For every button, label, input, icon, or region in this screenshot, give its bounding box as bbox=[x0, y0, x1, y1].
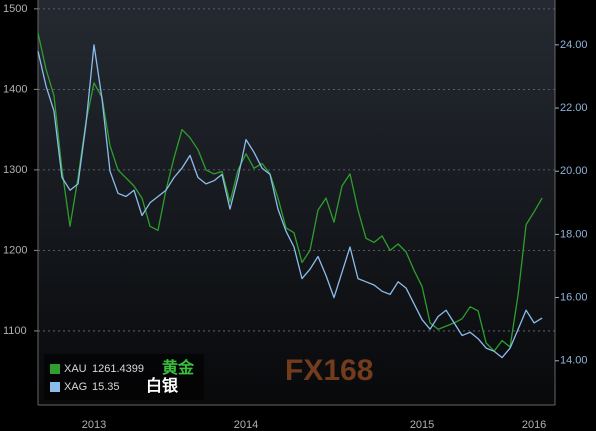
legend-swatch bbox=[50, 382, 60, 392]
grid bbox=[34, 8, 559, 362]
y-tick-label: 1400 bbox=[3, 83, 27, 95]
y2-tick-label: 22.00 bbox=[560, 102, 588, 114]
legend-alias: 黄金 bbox=[162, 358, 195, 377]
x-tick-label: 2015 bbox=[410, 419, 434, 431]
legend-name: XAU bbox=[64, 363, 87, 375]
x-tick-label: 2016 bbox=[522, 419, 546, 431]
y2-tick-label: 20.00 bbox=[560, 165, 588, 177]
y-tick-label: 1200 bbox=[3, 244, 27, 256]
labels: 1100 1200 1300 1400 1500 14.00 16.00 18.00 20.00… bbox=[3, 3, 588, 431]
legend-last-value: 1261.4399 bbox=[92, 363, 144, 375]
lines bbox=[37, 32, 543, 359]
x-tick-label: 2014 bbox=[234, 419, 258, 431]
plot-area bbox=[38, 0, 555, 405]
y2-tick-label: 24.00 bbox=[560, 39, 588, 51]
y-tick-label: 1300 bbox=[3, 164, 27, 176]
legend-alias: 白银 bbox=[146, 376, 179, 395]
legend-box bbox=[44, 354, 204, 400]
y2-tick-label: 18.00 bbox=[560, 228, 588, 240]
y2-tick-label: 14.00 bbox=[560, 355, 588, 367]
legend: XAU 1261.4399 黄金 XAG 15.35 白银 bbox=[50, 358, 195, 395]
legend-swatch bbox=[50, 364, 60, 374]
legend-last-value: 15.35 bbox=[92, 381, 120, 393]
legend-name: XAG bbox=[64, 381, 87, 393]
y-tick-label: 1500 bbox=[3, 3, 27, 15]
x-tick-label: 2013 bbox=[82, 419, 106, 431]
series-line bbox=[37, 44, 543, 359]
watermark: FX168 bbox=[285, 354, 373, 387]
y-tick-label: 1100 bbox=[3, 325, 27, 337]
series-line bbox=[37, 32, 543, 352]
y2-tick-label: 16.00 bbox=[560, 291, 588, 303]
